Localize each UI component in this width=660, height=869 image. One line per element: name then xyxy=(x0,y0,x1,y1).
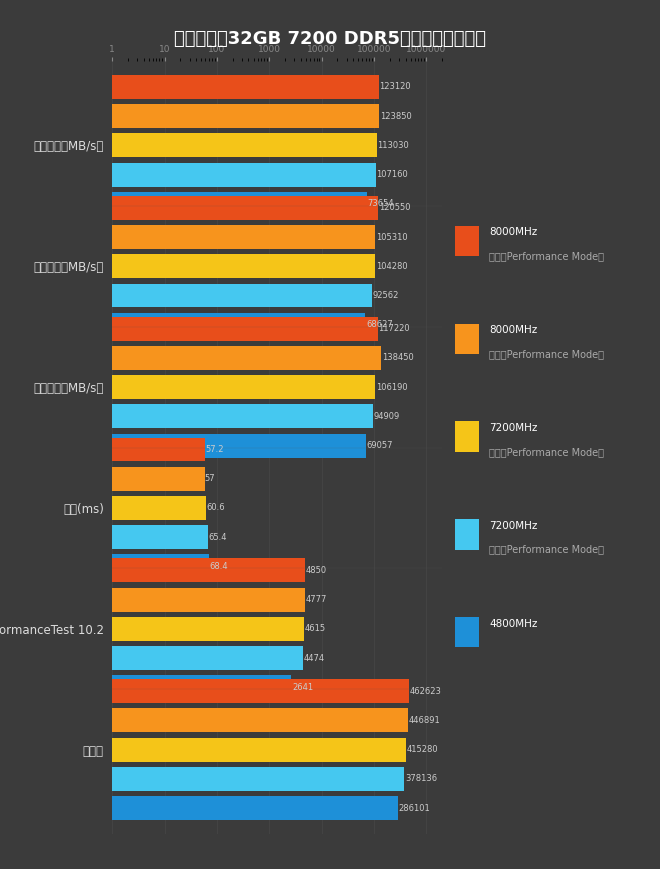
Bar xyxy=(112,587,305,612)
Bar xyxy=(112,708,408,733)
Text: 92562: 92562 xyxy=(373,291,399,300)
Bar xyxy=(112,767,405,791)
Bar xyxy=(112,375,376,399)
Bar xyxy=(112,675,292,700)
Bar xyxy=(112,313,366,336)
Text: （开启Performance Mode）: （开启Performance Mode） xyxy=(489,251,604,262)
Text: 2641: 2641 xyxy=(292,683,314,692)
Bar xyxy=(112,434,366,458)
Text: 金百达星刃32GB 7200 DDR5内存套装性能测试: 金百达星刃32GB 7200 DDR5内存套装性能测试 xyxy=(174,30,486,49)
Text: 94909: 94909 xyxy=(374,412,400,421)
Bar xyxy=(112,283,372,308)
Text: 68627: 68627 xyxy=(366,321,393,329)
FancyBboxPatch shape xyxy=(455,226,479,256)
Text: 378136: 378136 xyxy=(405,774,437,783)
Bar xyxy=(112,196,378,220)
Bar xyxy=(112,496,206,520)
Bar xyxy=(112,346,381,370)
Bar xyxy=(112,134,377,157)
Text: 446891: 446891 xyxy=(409,716,440,725)
Bar xyxy=(112,404,373,428)
Text: 4777: 4777 xyxy=(306,595,327,604)
Text: 8000MHz: 8000MHz xyxy=(489,325,537,335)
FancyBboxPatch shape xyxy=(455,324,479,355)
Text: 286101: 286101 xyxy=(399,804,430,813)
Text: 462623: 462623 xyxy=(410,687,442,696)
Bar xyxy=(112,255,375,278)
Bar xyxy=(112,316,378,341)
Text: 68.4: 68.4 xyxy=(209,562,228,571)
Bar xyxy=(112,163,376,187)
Bar xyxy=(112,525,208,549)
Text: 123120: 123120 xyxy=(379,83,411,91)
Bar xyxy=(112,680,409,703)
Text: 69057: 69057 xyxy=(366,441,393,450)
Bar xyxy=(112,467,205,491)
Text: 8000MHz: 8000MHz xyxy=(489,228,537,237)
Bar xyxy=(112,738,407,761)
FancyBboxPatch shape xyxy=(455,617,479,647)
Bar xyxy=(112,437,205,461)
Text: 123850: 123850 xyxy=(379,112,411,121)
Text: 73654: 73654 xyxy=(368,199,395,209)
Text: 4615: 4615 xyxy=(305,624,326,634)
Text: 117220: 117220 xyxy=(378,324,410,333)
Bar xyxy=(112,559,305,582)
Text: 415280: 415280 xyxy=(407,745,439,754)
Text: 120550: 120550 xyxy=(379,203,411,212)
Text: 4800MHz: 4800MHz xyxy=(489,619,537,628)
Text: 104280: 104280 xyxy=(376,262,407,271)
Text: 57: 57 xyxy=(205,474,215,483)
Text: 4474: 4474 xyxy=(304,653,325,662)
Text: 7200MHz: 7200MHz xyxy=(489,423,537,433)
Bar xyxy=(112,796,398,820)
Text: 4850: 4850 xyxy=(306,566,327,574)
Bar xyxy=(112,75,379,99)
Bar xyxy=(112,225,376,249)
Bar xyxy=(112,104,379,128)
Text: 57.2: 57.2 xyxy=(205,445,224,454)
Text: 113030: 113030 xyxy=(378,141,409,150)
Bar xyxy=(112,192,367,216)
Bar xyxy=(112,617,304,640)
Text: （关闭Performance Mode）: （关闭Performance Mode） xyxy=(489,545,604,554)
Text: 105310: 105310 xyxy=(376,233,407,242)
FancyBboxPatch shape xyxy=(455,519,479,550)
Text: （关闭Performance Mode）: （关闭Performance Mode） xyxy=(489,349,604,359)
FancyBboxPatch shape xyxy=(455,421,479,452)
Text: 138450: 138450 xyxy=(382,354,414,362)
Text: 107160: 107160 xyxy=(376,170,408,179)
Text: 7200MHz: 7200MHz xyxy=(489,521,537,531)
Text: （开启Performance Mode）: （开启Performance Mode） xyxy=(489,447,604,457)
Text: 65.4: 65.4 xyxy=(208,533,226,541)
Text: 106190: 106190 xyxy=(376,382,408,392)
Bar xyxy=(112,646,304,670)
Text: 60.6: 60.6 xyxy=(206,503,225,513)
Bar xyxy=(112,554,209,579)
